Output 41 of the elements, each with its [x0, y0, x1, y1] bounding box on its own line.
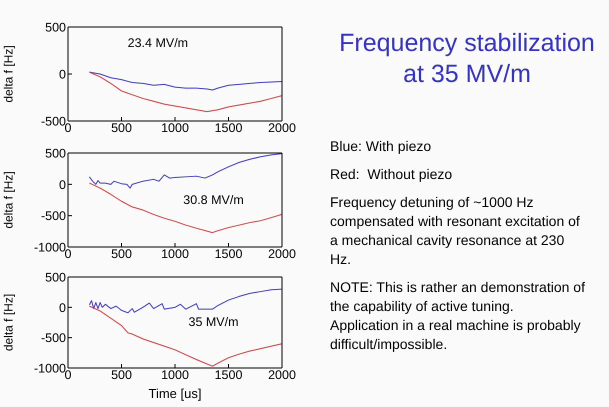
- y-axis-title: delta f [Hz]: [1, 45, 16, 103]
- x-tick-label: 1500: [214, 120, 242, 135]
- line-series: [88, 306, 282, 367]
- line-series: [88, 72, 282, 90]
- y-tick-label: -500: [40, 114, 66, 128]
- y-tick-label: 500: [45, 270, 66, 284]
- y-tick-label: -500: [40, 331, 66, 346]
- text: NOTE: This is rather an demonstration of the capability of active tuning. Application in a real machine is probably difficult/impossible.: [330, 278, 585, 354]
- line-series: [88, 72, 282, 112]
- text: 30.8 MV/m: [182, 192, 245, 207]
- y-tick-label: 500: [45, 20, 66, 34]
- y-tick-label: 0: [59, 67, 66, 82]
- y-tick-label: 0: [59, 300, 66, 315]
- y-tick-label: -500: [40, 209, 66, 224]
- x-tick-label: 1000: [161, 246, 189, 261]
- x-tick-label: 1500: [214, 246, 242, 261]
- y-tick-label: -1000: [34, 240, 66, 254]
- line-series: [88, 288, 282, 314]
- text: Red: Without piezo: [330, 165, 454, 184]
- line-series: [88, 153, 282, 189]
- x-tick-label: 2000: [268, 120, 296, 135]
- x-tick-label: 2000: [268, 368, 296, 382]
- text: Frequency detuning of ~1000 Hz compensated with resonant excitation of a mechanical cavity resonance at 230 Hz.: [330, 193, 581, 269]
- x-tick-label: 1000: [161, 368, 189, 382]
- line-series: [88, 182, 282, 234]
- text: Blue: With piezo: [330, 137, 432, 156]
- y-axis-title: delta f [Hz]: [1, 294, 16, 352]
- text: 35 MV/m: [188, 315, 240, 330]
- y-axis-title: delta f [Hz]: [1, 171, 16, 229]
- x-tick-label: 500: [111, 368, 132, 382]
- y-tick-label: 500: [45, 146, 66, 160]
- x-tick-label: 1000: [161, 120, 189, 135]
- x-tick-label: 500: [111, 120, 132, 135]
- text: Frequency stabilization at 35 MV/m: [338, 28, 596, 90]
- y-tick-label: 0: [59, 178, 66, 192]
- x-tick-label: 1500: [214, 368, 242, 382]
- text: 23.4 MV/m: [126, 36, 190, 50]
- x-tick-label: 500: [111, 246, 132, 261]
- x-tick-label: 2000: [268, 246, 296, 261]
- x-axis-title: Time [us]: [148, 386, 202, 401]
- y-tick-label: -1000: [34, 361, 66, 376]
